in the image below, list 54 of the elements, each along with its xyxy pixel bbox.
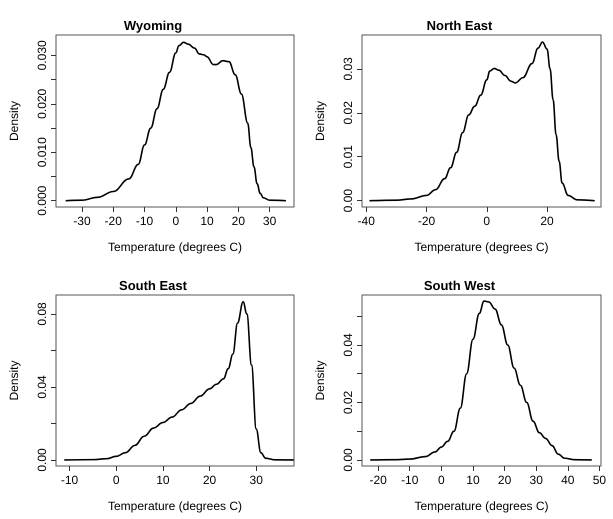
x-tick-label: -10 <box>136 214 154 228</box>
y-tick-label: 0.00 <box>35 448 49 472</box>
y-tick-label: 0.010 <box>35 136 49 168</box>
x-axis-title: Temperature (degrees C) <box>108 499 242 513</box>
text: 0.000 <box>35 186 49 216</box>
y-axis-title: Density <box>7 360 21 401</box>
line-series <box>370 300 592 461</box>
x-tick-label: 10 <box>156 473 170 487</box>
y-tick-label: 0.020 <box>35 88 49 119</box>
y-axis-title: Density <box>313 100 327 142</box>
y-axis-title: Density <box>7 100 21 142</box>
x-tick-label: 30 <box>250 473 264 487</box>
x-tick-label: -10 <box>60 473 79 487</box>
x-tick-label: 30 <box>262 214 277 228</box>
line-series <box>66 41 286 202</box>
x-tick-label: -20 <box>369 473 388 487</box>
x-tick-label: 20 <box>202 473 217 487</box>
x-tick-label: 0 <box>438 473 446 487</box>
x-tick-label: -20 <box>418 214 436 228</box>
chart-title: Wyoming <box>124 18 182 33</box>
y-tick-label: 0.030 <box>35 40 49 70</box>
x-tick-label: 0 <box>112 473 120 487</box>
x-tick-label: 50 <box>592 473 606 487</box>
x-tick-label: -30 <box>73 214 91 228</box>
y-tick-label: 0.00 <box>341 448 355 472</box>
x-tick-label: 20 <box>498 473 512 487</box>
y-tick-label: 0.04 <box>341 333 355 357</box>
x-tick-label: 10 <box>200 214 214 228</box>
y-axis-title: Density <box>313 360 327 401</box>
x-tick-label: 30 <box>530 473 544 487</box>
x-tick-label: 10 <box>466 473 480 487</box>
x-tick-label: -20 <box>104 214 122 228</box>
x-tick-label: 20 <box>540 214 554 228</box>
y-tick-label: 0.01 <box>341 144 355 168</box>
x-tick-label: -10 <box>401 473 419 487</box>
line-series <box>64 300 294 461</box>
x-axis-title: Temperature (degrees C) <box>108 240 242 254</box>
y-tick-label: 0.02 <box>341 390 355 414</box>
chart-title: North East <box>426 18 494 33</box>
x-tick-label: -40 <box>358 214 376 228</box>
x-tick-label: 40 <box>561 473 575 487</box>
chart-title: South West <box>424 278 496 293</box>
x-tick-label: 0 <box>483 214 490 228</box>
y-tick-label: 0.00 <box>341 188 355 212</box>
x-tick-label: 20 <box>232 214 246 228</box>
y-tick-label: 0.04 <box>35 374 49 399</box>
y-tick-label: 0.02 <box>341 100 355 124</box>
y-tick-label: 0.03 <box>341 56 355 81</box>
x-axis-title: Temperature (degrees C) <box>414 240 549 254</box>
x-tick-label: 0 <box>172 214 180 228</box>
chart-title: South East <box>119 278 188 293</box>
y-tick-label: 0.08 <box>35 302 49 326</box>
x-axis-title: Temperature (degrees C) <box>414 499 549 513</box>
line-series <box>369 41 595 202</box>
